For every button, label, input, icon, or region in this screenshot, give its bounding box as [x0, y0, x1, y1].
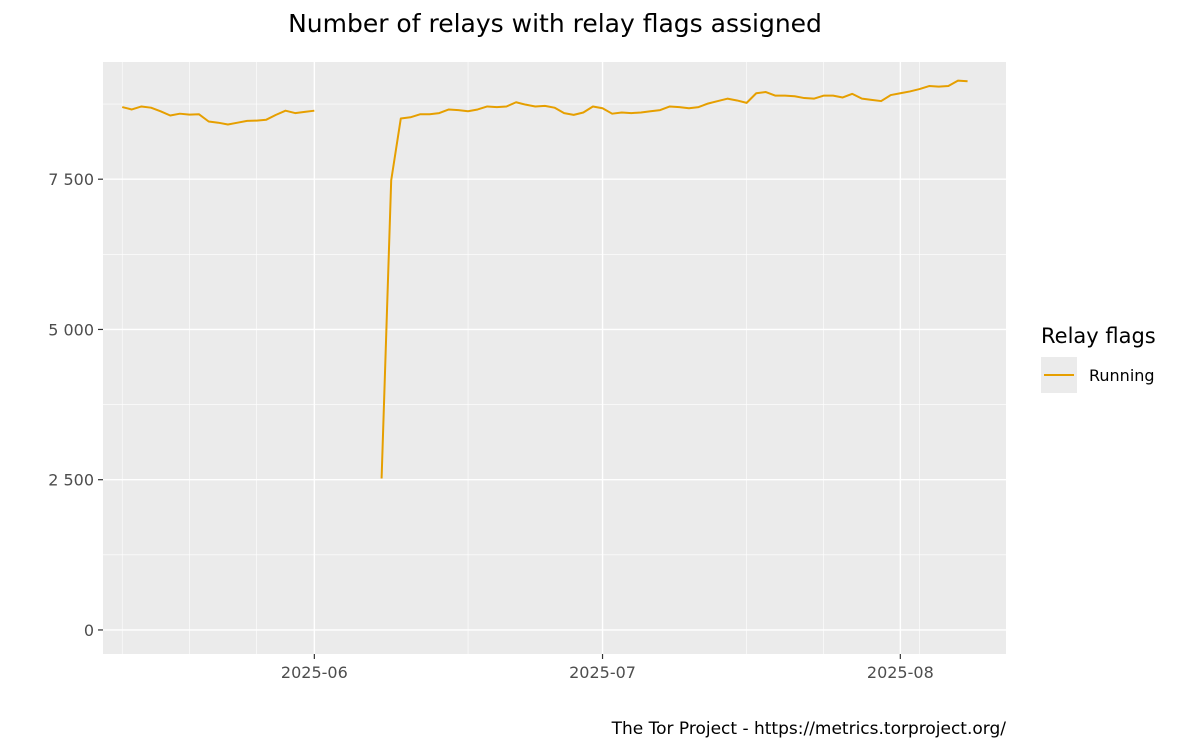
chart-title: Number of relays with relay flags assign… — [288, 9, 822, 38]
legend: Relay flags Running — [1041, 324, 1156, 393]
major-gridlines — [103, 62, 1006, 654]
y-tick-label: 7 500 — [48, 170, 94, 189]
x-tick-label: 2025-06 — [281, 663, 348, 682]
x-tick-label: 2025-07 — [569, 663, 636, 682]
series-line-running-segment-1 — [121, 105, 315, 126]
minor-gridlines — [103, 62, 1006, 654]
y-tick-label: 0 — [84, 621, 94, 640]
x-axis: 2025-06 2025-07 2025-08 — [281, 654, 934, 682]
chart-caption: The Tor Project - https://metrics.torpro… — [611, 719, 1007, 739]
x-tick-label: 2025-08 — [867, 663, 934, 682]
y-tick-label: 5 000 — [48, 320, 94, 339]
legend-label-running: Running — [1089, 366, 1155, 385]
series-line-running-segment-2 — [380, 79, 968, 479]
y-tick-label: 2 500 — [48, 471, 94, 490]
y-axis: 0 2 500 5 000 7 500 — [48, 170, 103, 640]
legend-title: Relay flags — [1041, 324, 1156, 348]
series-layer — [121, 79, 968, 479]
plot-panel — [103, 62, 1006, 654]
